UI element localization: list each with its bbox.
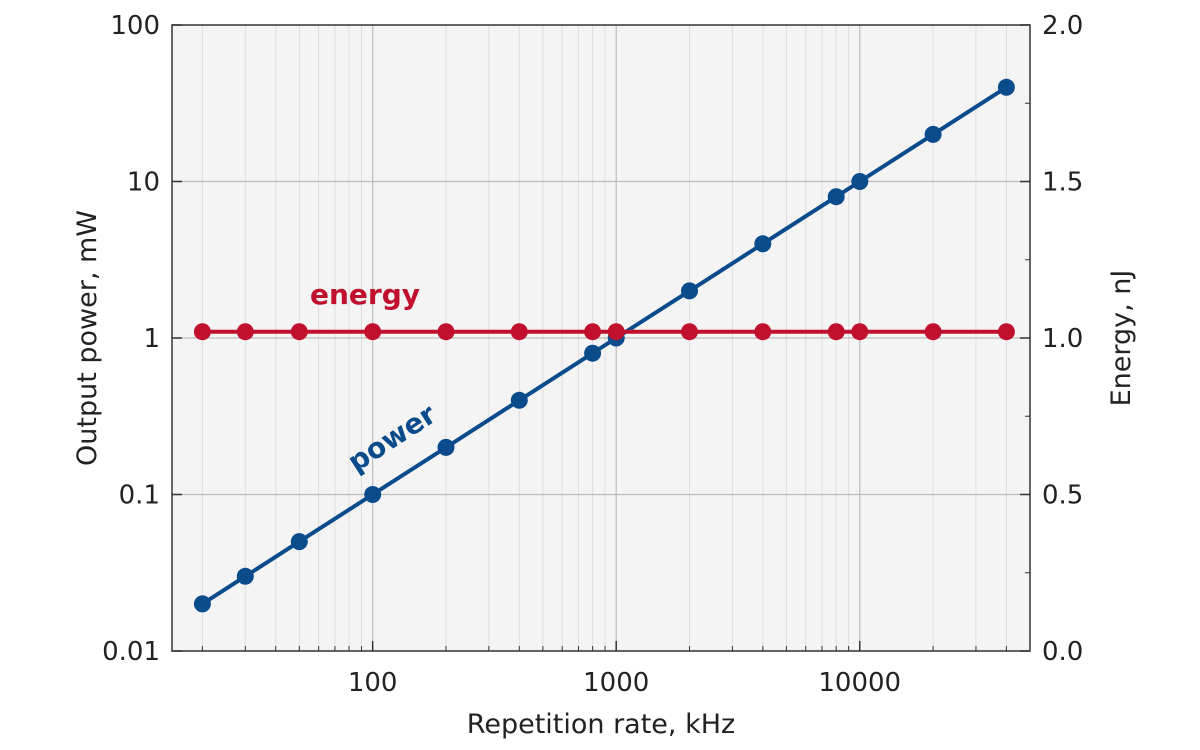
series-layer: [193, 78, 1015, 613]
power-point: [584, 344, 602, 362]
x-tick-labels: 100 1000 10000: [348, 668, 901, 698]
y2-tick-labels: 0.0 0.5 1.0 1.5 2.0: [1042, 11, 1083, 667]
energy-series-label: energy: [310, 278, 420, 311]
y-tick-label: 10: [127, 168, 160, 198]
y2-tick-label: 1.5: [1042, 168, 1083, 198]
energy-point: [290, 323, 308, 341]
energy-point: [924, 323, 942, 341]
energy-point: [754, 323, 772, 341]
power-point: [997, 78, 1015, 96]
power-point: [364, 486, 382, 503]
x-axis-title: Repetition rate, kHz: [467, 709, 735, 740]
y-tick-label: 100: [110, 11, 160, 41]
y2-tick-label: 0.0: [1042, 637, 1083, 667]
y2-tick-label: 2.0: [1042, 11, 1083, 41]
x-tick-label: 100: [348, 668, 398, 698]
energy-point: [827, 323, 845, 341]
power-point: [510, 391, 528, 409]
energy-point: [997, 323, 1015, 341]
energy-point: [510, 323, 528, 341]
y2-tick-label: 0.5: [1042, 481, 1083, 511]
power-point: [437, 438, 455, 456]
y-tick-label: 1: [143, 324, 160, 354]
energy-point: [681, 323, 698, 341]
axis-ticks: [172, 24, 1030, 652]
energy-point: [851, 323, 869, 341]
power-point: [827, 188, 845, 206]
x-tick-label: 1000: [583, 668, 649, 698]
y-tick-label: 0.1: [119, 481, 160, 511]
power-point: [851, 173, 869, 190]
y-tick-label: 0.01: [102, 637, 160, 667]
power-point: [290, 533, 308, 551]
energy-point: [607, 323, 625, 341]
y-axis-title: Output power, mW: [72, 210, 103, 466]
energy-point: [364, 323, 382, 341]
y2-tick-label: 1.0: [1042, 324, 1083, 354]
power-point: [924, 125, 942, 143]
energy-point: [236, 323, 254, 341]
energy-point: [584, 323, 602, 341]
power-point: [754, 235, 772, 253]
energy-point: [437, 323, 455, 341]
power-point: [681, 282, 698, 300]
x-tick-label: 10000: [818, 668, 901, 698]
power-point: [193, 595, 211, 613]
y2-axis-title: Energy, nJ: [1106, 270, 1137, 407]
y-tick-labels: 0.01 0.1 1 10 100: [102, 11, 160, 667]
power-point: [236, 567, 254, 585]
energy-point: [193, 323, 211, 341]
